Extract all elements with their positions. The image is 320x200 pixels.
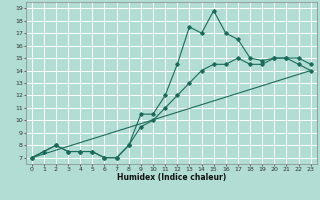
- X-axis label: Humidex (Indice chaleur): Humidex (Indice chaleur): [116, 173, 226, 182]
